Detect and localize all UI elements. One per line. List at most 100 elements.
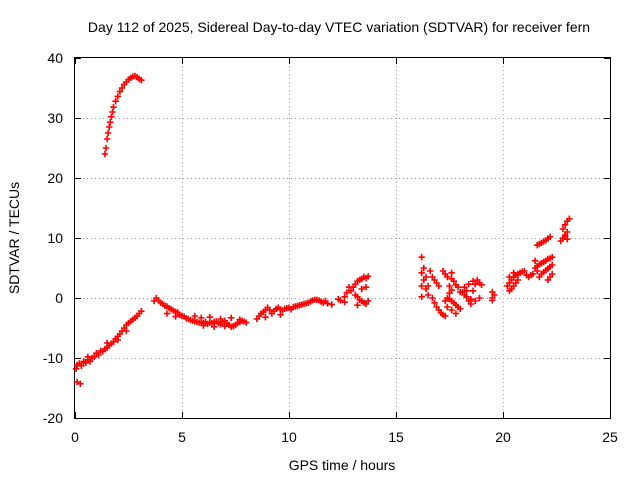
data-point	[86, 358, 94, 365]
data-point	[463, 293, 470, 300]
y-tick-label: 0	[55, 290, 63, 306]
y-tick-label: 10	[47, 230, 63, 246]
data-point	[531, 257, 539, 264]
data-point	[534, 267, 541, 275]
data-point	[78, 362, 85, 369]
data-point	[444, 273, 451, 281]
data-point	[463, 287, 470, 294]
data-point	[422, 285, 430, 293]
data-points-layer	[72, 72, 573, 387]
data-point	[566, 215, 573, 222]
grid-layer	[75, 58, 610, 418]
y-tick-label: 20	[47, 170, 63, 186]
y-axis-title: SDTVAR / TECUs	[6, 182, 22, 294]
data-point	[101, 150, 109, 158]
data-point	[457, 305, 464, 312]
data-point	[429, 294, 436, 302]
data-point	[172, 313, 179, 320]
data-point	[431, 299, 438, 306]
data-point	[418, 282, 425, 290]
tick-layer: 0 5 10 15 20 25 -20 -10 0 10 20 30 40	[43, 50, 618, 445]
data-point	[72, 365, 80, 372]
x-tick-label: 25	[602, 429, 618, 445]
data-point	[354, 302, 361, 309]
data-point	[118, 84, 126, 92]
data-point	[337, 297, 344, 304]
data-point	[465, 281, 472, 288]
data-point	[461, 284, 468, 291]
data-point	[418, 293, 425, 300]
data-point	[277, 311, 284, 318]
data-point	[95, 351, 102, 359]
data-point	[102, 144, 110, 152]
data-point	[364, 297, 372, 305]
data-point	[191, 312, 199, 320]
data-point	[341, 299, 348, 306]
data-point	[362, 284, 370, 291]
data-point	[84, 353, 92, 360]
data-point	[200, 322, 207, 329]
data-point	[420, 276, 428, 284]
data-point	[106, 123, 113, 131]
data-point	[343, 289, 350, 296]
data-point	[448, 287, 455, 294]
data-point	[112, 98, 119, 105]
data-point	[561, 221, 569, 228]
data-point	[559, 225, 567, 233]
data-point	[444, 303, 451, 311]
data-point	[163, 310, 171, 317]
data-point	[114, 336, 121, 344]
data-point	[418, 269, 425, 276]
data-point	[549, 254, 556, 261]
data-point	[448, 269, 455, 276]
x-tick-label: 0	[71, 429, 79, 445]
x-tick-label: 5	[178, 429, 186, 445]
data-point	[420, 264, 428, 272]
y-tick-label: 40	[47, 50, 63, 66]
data-point	[424, 291, 432, 299]
data-point	[91, 353, 98, 360]
data-point	[471, 297, 479, 305]
data-point	[427, 267, 434, 275]
data-point	[210, 323, 218, 330]
data-point	[328, 301, 335, 308]
data-point	[198, 314, 205, 321]
data-point	[221, 323, 228, 330]
data-point	[489, 297, 496, 304]
data-point	[564, 228, 571, 236]
data-point	[228, 314, 235, 321]
data-point	[564, 236, 571, 243]
data-point	[549, 270, 556, 278]
data-point	[107, 119, 114, 126]
data-point	[446, 282, 453, 290]
data-point	[510, 269, 517, 276]
data-point	[514, 276, 522, 284]
data-point	[452, 310, 460, 317]
x-tick-label: 20	[495, 429, 511, 445]
data-point	[73, 378, 81, 386]
data-point	[491, 291, 498, 299]
data-point	[476, 294, 483, 302]
data-point	[266, 306, 273, 314]
data-point	[358, 285, 365, 293]
data-point	[549, 261, 556, 269]
data-point	[418, 254, 425, 261]
data-point	[138, 77, 145, 84]
data-point	[442, 312, 449, 320]
y-tick-label: -20	[43, 410, 63, 426]
data-point	[109, 108, 116, 116]
data-point	[546, 233, 554, 240]
data-point	[450, 278, 457, 285]
data-point	[364, 273, 372, 280]
y-tick-label: -10	[43, 350, 63, 366]
x-axis-title: GPS time / hours	[289, 457, 396, 473]
data-point	[217, 315, 224, 323]
data-point	[521, 267, 528, 275]
data-point	[324, 300, 331, 307]
data-point	[236, 316, 243, 323]
data-point	[123, 327, 130, 335]
plot-frame	[74, 57, 611, 419]
chart-title: Day 112 of 2025, Sidereal Day-to-day VTE…	[88, 19, 590, 35]
